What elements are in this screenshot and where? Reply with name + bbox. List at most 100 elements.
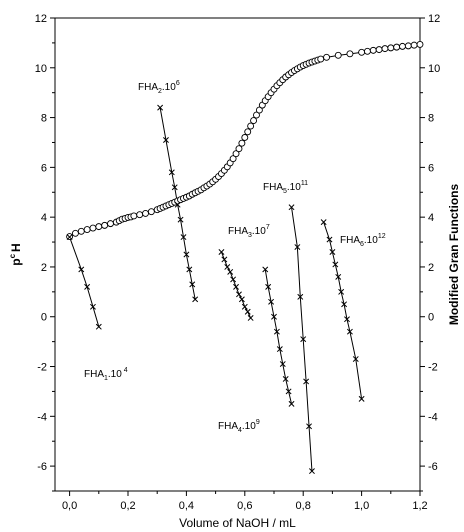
- y-axis-left-label: pcH: [8, 243, 23, 265]
- fha6-point: [352, 356, 359, 363]
- fha3-point: [244, 308, 251, 315]
- y-axis-right-ticks: -6 -4 -2 0 2 4 6 8 10 12: [420, 13, 440, 492]
- fha6-point: [341, 301, 348, 308]
- y-right-tick-label: 4: [428, 212, 434, 224]
- ph-point: [130, 212, 138, 220]
- ph-point: [255, 106, 263, 114]
- ph-point: [136, 211, 144, 219]
- fha1-point: [84, 283, 91, 290]
- fha3-point: [218, 249, 225, 255]
- fha3-point: [224, 263, 231, 270]
- ph-point: [410, 41, 418, 49]
- y-left-tick-label: 10: [35, 63, 47, 75]
- fha4-point: [262, 266, 269, 273]
- fha2-point: [168, 169, 175, 176]
- y-axis-left-ticks: -6 -4 -2 0 2 4 6 8 10 12: [35, 13, 55, 492]
- fha1-point: [78, 266, 85, 273]
- fha6-point: [346, 328, 353, 335]
- y-right-tick-label: -6: [428, 461, 438, 473]
- x-tick-label: 0,6: [237, 500, 252, 512]
- fha4-point: [285, 388, 292, 395]
- x-tick-label: 0,4: [179, 500, 194, 512]
- x-axis-label: Volume of NaOH / mL: [179, 516, 296, 530]
- fha6-point: [358, 395, 365, 402]
- fha4-point: [265, 283, 272, 290]
- fha6-point: [320, 219, 327, 226]
- ph-point: [142, 209, 149, 217]
- ph-point: [363, 47, 371, 55]
- y-right-tick-label: 6: [428, 162, 434, 174]
- ph-point: [83, 226, 91, 234]
- fha2-point: [186, 266, 193, 273]
- fha6-point: [329, 249, 336, 255]
- fha3-point: [227, 268, 234, 275]
- fha6-point: [332, 261, 339, 268]
- series-annotations: FHA1.10 4 FHA2.106 FHA3.107 FHA4.109 FHA5.10…: [84, 80, 386, 434]
- ph-point: [71, 229, 79, 237]
- series-marks: [66, 40, 424, 475]
- ph-point: [404, 42, 412, 50]
- y-left-tick-label: -4: [37, 411, 47, 423]
- fha1-point: [66, 234, 73, 241]
- y-right-tick-label: 0: [428, 312, 434, 324]
- ph-point: [232, 150, 240, 158]
- ph-point: [393, 43, 401, 51]
- fha2-point: [177, 216, 184, 223]
- fha4-point: [276, 346, 283, 353]
- y-right-tick-label: 10: [428, 63, 440, 75]
- ph-point: [253, 111, 260, 119]
- ph-point: [387, 44, 395, 52]
- fha5-point: [297, 293, 304, 300]
- fha4-point: [273, 328, 280, 335]
- y-left-tick-label: 0: [41, 312, 47, 324]
- y-right-tick-label: -4: [428, 411, 438, 423]
- fha4-point: [279, 361, 286, 367]
- fha4-point: [288, 400, 295, 407]
- fha6-point: [326, 236, 333, 243]
- series-lines: [69, 43, 421, 472]
- ph-point: [399, 42, 406, 50]
- fha5-point: [309, 468, 315, 475]
- y-right-tick-label: 2: [428, 262, 434, 274]
- ph-point: [89, 224, 97, 232]
- ph-point: [250, 117, 258, 125]
- fha1-point: [95, 323, 102, 330]
- fha3-point: [236, 291, 242, 298]
- fha5-point: [306, 423, 312, 430]
- ph-point: [241, 134, 249, 141]
- fha2-point: [171, 184, 178, 191]
- y-left-tick-label: -6: [37, 461, 47, 473]
- fha4-point: [268, 298, 275, 305]
- fha6-point: [335, 273, 342, 280]
- y-axis-right-label: Modified Gran Functions: [447, 184, 461, 326]
- fha5-point: [294, 244, 301, 250]
- ph-point: [369, 46, 377, 54]
- plot-frame: [54, 17, 421, 492]
- fha3-point: [230, 276, 237, 283]
- ph-point: [147, 208, 155, 216]
- fha2-point: [163, 137, 169, 143]
- x-axis-ticks: 0,0 0,2 0,4 0,6 0,8 1,0 1,2: [62, 491, 428, 512]
- ph-point: [247, 122, 255, 130]
- fha6-label: FHA6.1012: [340, 233, 386, 248]
- fha5-line: [291, 207, 313, 472]
- fha2-point: [174, 201, 181, 208]
- ph-point: [235, 145, 243, 153]
- ph-point: [381, 45, 389, 53]
- x-tick-label: 0,8: [296, 500, 311, 512]
- y-left-tick-label: 4: [41, 212, 47, 224]
- fha3-label: FHA3.107: [228, 224, 270, 239]
- y-right-tick-label: 12: [428, 13, 440, 25]
- fha4-point: [271, 313, 277, 320]
- fha2-label: FHA2.106: [138, 80, 180, 95]
- fha6-point: [344, 316, 350, 323]
- fha2-point: [157, 104, 164, 111]
- ph-point: [229, 155, 237, 163]
- fha6-point: [338, 288, 345, 295]
- ph-point: [244, 128, 252, 136]
- ph-point: [101, 221, 109, 229]
- fha1-line: [69, 236, 100, 327]
- x-tick-label: 1,0: [354, 500, 369, 512]
- fha5-point: [300, 336, 307, 343]
